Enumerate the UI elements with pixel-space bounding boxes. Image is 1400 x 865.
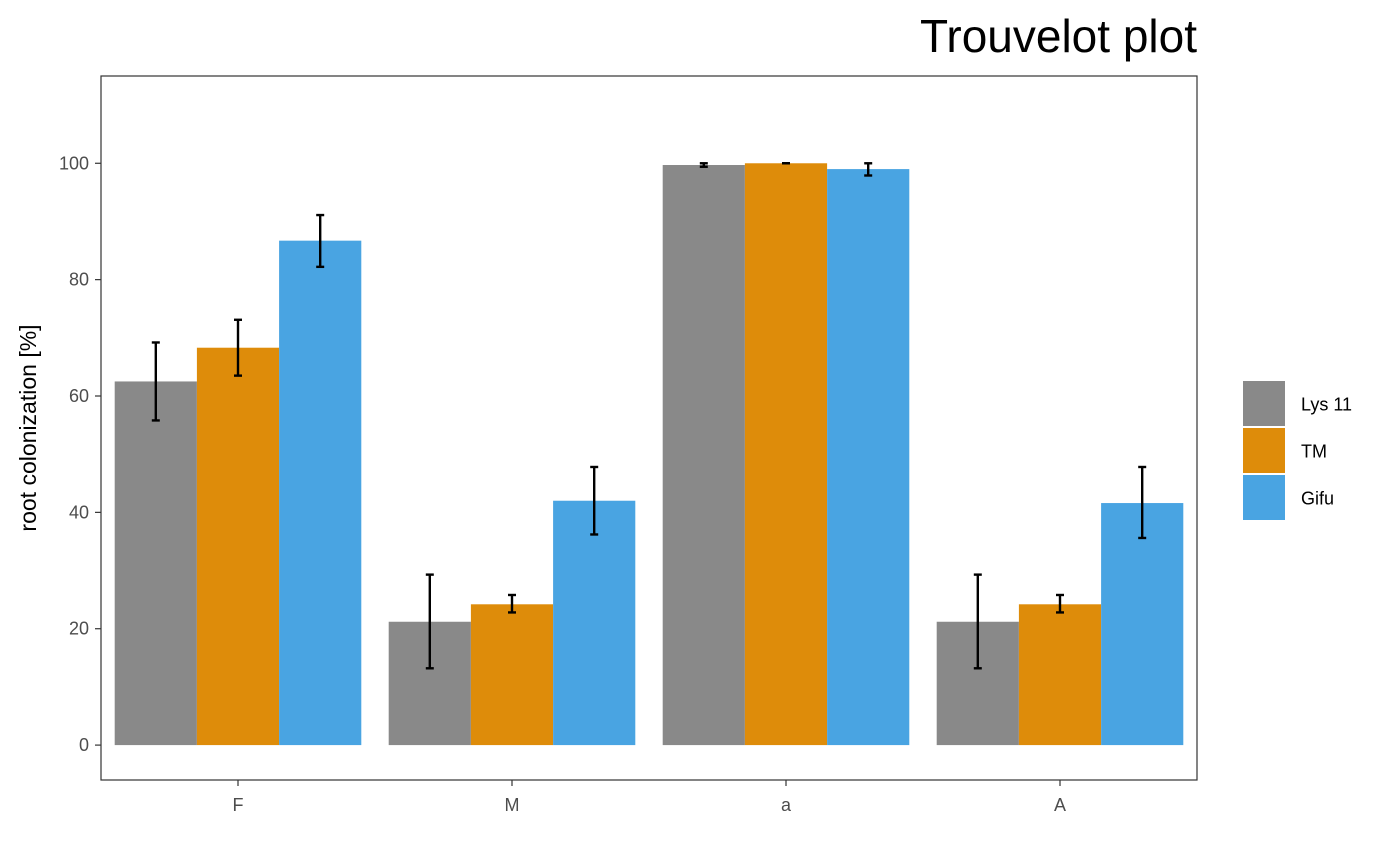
error-bar-tm-F bbox=[234, 318, 242, 377]
bar-lys-11-a bbox=[662, 165, 745, 746]
legend-label: Lys 11 bbox=[1301, 395, 1352, 415]
legend: Lys 11 TM Gifu bbox=[1243, 381, 1352, 520]
y-tick-label: 100 bbox=[59, 153, 89, 173]
y-axis-label: root colonization [%] bbox=[15, 324, 41, 531]
legend-label: Gifu bbox=[1301, 489, 1334, 509]
error-bar-gifu-a bbox=[864, 162, 873, 177]
error-bar-gifu-F bbox=[316, 213, 325, 269]
plot-panel-border bbox=[100, 75, 1198, 781]
error-bar-lys-11-M bbox=[425, 573, 434, 670]
bar-gifu-a bbox=[827, 169, 910, 746]
legend-label: TM bbox=[1301, 442, 1327, 462]
y-tick-label: 60 bbox=[69, 386, 89, 406]
x-tick-label: F bbox=[233, 795, 244, 815]
bars-group bbox=[114, 163, 1184, 746]
error-bar-tm-M bbox=[508, 593, 516, 614]
error-bar-tm-A bbox=[1056, 593, 1064, 614]
y-tick-label: 80 bbox=[69, 270, 89, 290]
y-axis: 0 20 40 60 80 100 bbox=[59, 153, 101, 755]
bar-gifu-A bbox=[1101, 503, 1184, 746]
bar-tm-A bbox=[1018, 604, 1102, 746]
error-bars-group bbox=[151, 162, 1147, 670]
chart-title: Trouvelot plot bbox=[920, 10, 1197, 62]
x-tick-label: a bbox=[781, 795, 792, 815]
y-tick-label: 40 bbox=[69, 502, 89, 522]
y-tick-label: 20 bbox=[69, 619, 89, 639]
error-bar-gifu-M bbox=[590, 465, 599, 536]
x-tick-label: A bbox=[1054, 795, 1066, 815]
legend-key-lys-11 bbox=[1243, 381, 1285, 426]
x-tick-label: M bbox=[505, 795, 520, 815]
error-bar-lys-11-a bbox=[699, 162, 708, 168]
error-bar-gifu-A bbox=[1138, 465, 1147, 540]
bar-lys-11-F bbox=[114, 381, 197, 746]
bar-tm-F bbox=[196, 347, 280, 746]
error-bar-lys-11-F bbox=[151, 341, 160, 422]
y-tick-label: 0 bbox=[79, 735, 89, 755]
legend-key-tm bbox=[1243, 428, 1285, 473]
bar-gifu-M bbox=[553, 500, 636, 746]
bar-gifu-F bbox=[279, 240, 362, 746]
bar-tm-a bbox=[744, 163, 828, 746]
legend-key-gifu bbox=[1243, 475, 1285, 520]
error-bar-lys-11-A bbox=[973, 573, 982, 670]
bar-tm-M bbox=[470, 604, 554, 746]
